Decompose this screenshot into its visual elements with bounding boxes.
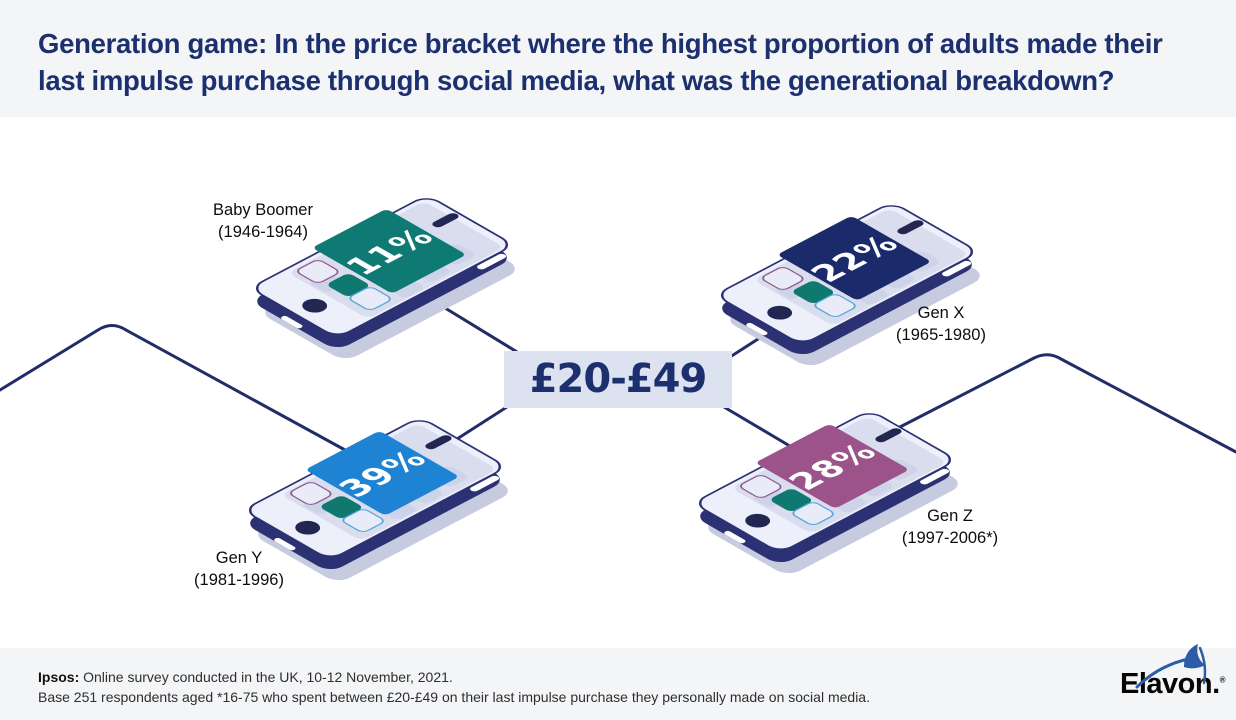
generation-name: Baby Boomer — [213, 201, 313, 219]
value-tile — [314, 210, 464, 293]
phone-gen-z: 28% — [698, 413, 958, 574]
app-tile-outline-blue — [792, 502, 834, 525]
phone-gen-x: 22% — [720, 205, 980, 366]
generation-name: Gen Y — [215, 549, 263, 567]
label-gen-z: Gen Z (1997-2006*) — [840, 505, 1060, 549]
home-button-icon — [767, 305, 793, 320]
right-zigzag-line — [896, 353, 1236, 454]
left-zigzag-line — [0, 324, 358, 458]
app-tile-outline-blue — [349, 287, 391, 310]
speaker-icon — [875, 428, 902, 443]
charging-port-icon — [746, 323, 768, 336]
charging-port-icon — [724, 531, 746, 544]
label-gen-x: Gen X (1965-1980) — [831, 302, 1051, 346]
home-button-icon — [295, 520, 321, 535]
source-line-2: Base 251 respondents aged *16-75 who spe… — [38, 689, 870, 705]
title-line-1: Generation game: In the price bracket wh… — [38, 28, 1163, 59]
speaker-icon — [425, 435, 452, 450]
speaker-icon — [432, 213, 459, 228]
side-button-icon — [470, 475, 500, 492]
app-tile-teal — [771, 489, 812, 511]
source-text: Online survey conducted in the UK, 10-12… — [79, 669, 453, 685]
generation-name: Gen X — [917, 304, 965, 322]
value-tile — [307, 432, 457, 515]
app-tile-outline-purple — [762, 267, 804, 290]
label-baby-boomer: Baby Boomer (1946-1964) — [153, 199, 373, 243]
generation-years: (1981-1996) — [194, 571, 284, 589]
app-tile-outline-purple — [290, 482, 332, 505]
page-title: Generation game: In the price bracket wh… — [38, 25, 1163, 99]
phone-baby-boomer: 11% — [255, 198, 515, 359]
home-button-icon — [745, 513, 771, 528]
price-bracket-label: £20-£49 — [504, 351, 732, 408]
side-button-icon — [920, 468, 950, 485]
source-line-1: Ipsos: Online survey conducted in the UK… — [38, 667, 870, 687]
line-box-to-baby-boomer — [430, 298, 524, 357]
footer-band — [0, 648, 1236, 720]
home-button-icon — [302, 298, 328, 313]
app-tile-outline-purple — [297, 260, 339, 283]
generation-years: (1965-1980) — [896, 326, 986, 344]
generation-name: Gen Z — [927, 507, 973, 525]
side-button-icon — [942, 260, 972, 277]
label-gen-y: Gen Y (1981-1996) — [129, 547, 349, 591]
app-tile-teal — [793, 281, 834, 303]
app-tile-outline-blue — [342, 509, 384, 532]
connector-lines — [0, 298, 1236, 460]
title-line-2: last impulse purchase through social med… — [38, 65, 1115, 96]
speaker-icon — [897, 220, 924, 235]
charging-port-icon — [274, 538, 296, 551]
source-note: Ipsos: Online survey conducted in the UK… — [38, 667, 870, 707]
value-tile — [779, 217, 929, 300]
charging-port-icon — [281, 316, 303, 329]
app-tile-outline-purple — [740, 475, 782, 498]
elavon-swoosh-icon — [1135, 644, 1207, 689]
app-tile-outline-blue — [814, 294, 856, 317]
side-button-icon — [477, 253, 507, 270]
generation-years: (1946-1964) — [218, 223, 308, 241]
phone-gen-y: 39% — [248, 420, 508, 581]
header-band — [0, 0, 1236, 117]
app-tile-teal — [321, 496, 362, 518]
value-tile — [757, 425, 907, 508]
registered-mark: ® — [1219, 675, 1226, 685]
generation-years: (1997-2006*) — [901, 529, 999, 547]
app-tile-teal — [328, 274, 369, 296]
source-label: Ipsos: — [38, 669, 80, 685]
